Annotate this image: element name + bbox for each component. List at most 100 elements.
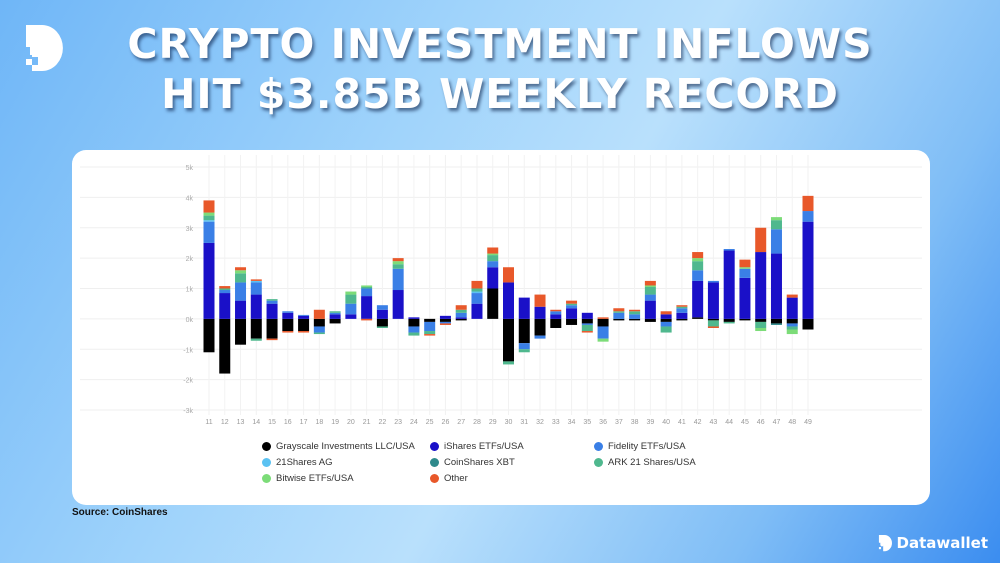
bar-segment (235, 267, 247, 271)
y-tick-label: 4k (186, 195, 194, 202)
bar-segment (707, 282, 719, 319)
x-tick-label: 24 (410, 419, 418, 426)
legend-item[interactable]: 21Shares AG (262, 457, 333, 468)
bar-segment (534, 318, 546, 336)
bar-segment (361, 318, 373, 321)
x-tick-label: 13 (237, 419, 245, 426)
bar-segment (376, 326, 388, 328)
bar-segment (566, 318, 578, 325)
bar-segment (660, 318, 672, 322)
bar-segment (392, 258, 404, 262)
bar-segment (739, 318, 751, 321)
datawallet-logo-icon (878, 534, 892, 551)
bar-segment (629, 314, 641, 319)
x-tick-label: 45 (741, 419, 749, 426)
bar-segment (581, 324, 593, 332)
x-tick-label: 25 (426, 419, 434, 426)
bar-segment (503, 361, 514, 365)
legend-item[interactable]: Grayscale Investments LLC/USA (262, 441, 415, 452)
x-tick-label: 26 (442, 419, 450, 426)
bar-segment (802, 221, 814, 319)
bar-segment (707, 326, 719, 328)
bar-segment (298, 315, 310, 319)
bar-segment (786, 297, 798, 319)
bar-segment (692, 252, 704, 259)
bar-segment (487, 288, 499, 319)
bar-segment (361, 296, 373, 319)
bar-segment (345, 314, 357, 319)
bar-segment (629, 311, 641, 315)
bar-segment (455, 305, 467, 310)
y-tick-label: 1k (186, 287, 194, 294)
bar-segment (755, 321, 767, 328)
legend-swatch (430, 458, 439, 467)
x-tick-label: 31 (520, 419, 528, 426)
bar-segment (266, 318, 278, 339)
bar-segment (329, 318, 341, 324)
bar-segment (361, 286, 373, 289)
bar-segment (487, 267, 499, 289)
x-tick-label: 42 (694, 419, 702, 426)
legend-label: iShares ETFs/USA (444, 441, 524, 452)
bar-segment (518, 297, 530, 319)
x-tick-label: 20 (347, 419, 355, 426)
x-tick-label: 15 (268, 419, 276, 426)
legend-label: Grayscale Investments LLC/USA (276, 441, 415, 452)
bar-segment (203, 318, 215, 353)
bar-segment (802, 211, 814, 222)
x-tick-label: 21 (363, 419, 371, 426)
bar-segment (235, 318, 247, 345)
bar-segment (266, 338, 278, 341)
y-tick-label: -2k (183, 378, 193, 385)
bar-segment (692, 261, 704, 271)
legend-item[interactable]: iShares ETFs/USA (430, 441, 524, 452)
bar-segment (298, 318, 310, 332)
bar-segment (471, 288, 483, 292)
x-tick-label: 29 (489, 419, 497, 426)
bar-segment (235, 273, 247, 283)
bar-segment (550, 318, 562, 328)
legend-item[interactable]: Fidelity ETFs/USA (594, 441, 686, 452)
bar-segment (770, 229, 782, 254)
x-tick-label: 14 (252, 419, 260, 426)
x-tick-label: 12 (221, 419, 229, 426)
legend-item[interactable]: Bitwise ETFs/USA (262, 473, 354, 484)
bar-segment (345, 294, 357, 304)
bar-segment (345, 303, 357, 315)
legend-swatch (262, 442, 271, 451)
legend-label: ARK 21 Shares/USA (608, 457, 696, 468)
bar-segment (313, 309, 325, 319)
bar-segment (692, 280, 704, 318)
bar-segment (250, 338, 262, 341)
bar-segment (313, 326, 325, 333)
bar-segment (518, 318, 530, 344)
bar-segment (455, 317, 467, 319)
bar-segment (644, 286, 656, 295)
bar-segment (487, 261, 499, 268)
bar-segment (550, 309, 562, 312)
bar-segment (203, 220, 215, 222)
bar-segment (581, 318, 593, 324)
bar-segment (329, 311, 341, 313)
bar-segment (786, 329, 798, 335)
bar-segment (770, 323, 782, 325)
legend-item[interactable]: ARK 21 Shares/USA (594, 457, 696, 468)
x-tick-label: 33 (552, 419, 560, 426)
bar-segment (770, 220, 782, 230)
bar-segment (518, 349, 530, 353)
bar-segment (581, 323, 593, 325)
y-tick-label: 3k (186, 226, 194, 233)
bar-segment (755, 227, 767, 253)
legend-item[interactable]: CoinShares XBT (430, 457, 515, 468)
bar-segment (707, 318, 719, 321)
x-tick-label: 46 (757, 419, 765, 426)
bar-segment (250, 318, 262, 339)
legend-item[interactable]: Other (430, 473, 468, 484)
bar-segment (613, 308, 625, 312)
bar-segment (786, 294, 798, 298)
legend-swatch (430, 442, 439, 451)
bar-segment (660, 311, 672, 315)
bar-segment (219, 293, 231, 319)
bar-segment (298, 331, 310, 333)
bar-segment (739, 277, 751, 319)
